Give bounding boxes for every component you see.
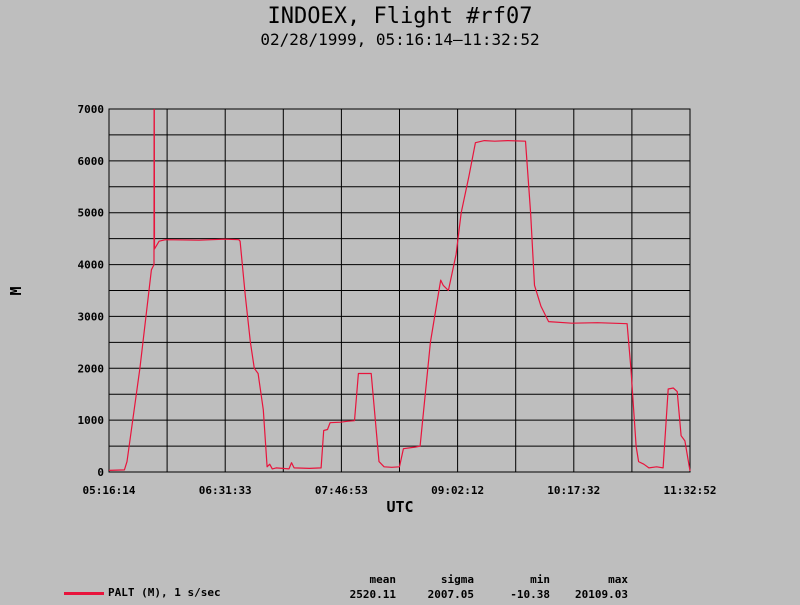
x-tick-label: 10:17:32 (547, 484, 600, 497)
y-tick-label: 6000 (78, 155, 105, 168)
stat-value-max: 20109.03 (575, 588, 628, 601)
y-axis-label: M (7, 286, 25, 296)
stat-header-max: max (608, 573, 628, 586)
y-tick-label: 5000 (78, 207, 105, 220)
legend-label: PALT (M), 1 s/sec (108, 586, 221, 599)
stat-header-min: min (530, 573, 550, 586)
y-tick-label: 3000 (78, 310, 105, 323)
stat-value-min: -10.38 (510, 588, 550, 601)
y-tick-label: 2000 (78, 362, 105, 375)
y-tick-label: 0 (97, 466, 104, 479)
stat-header-mean: mean (369, 573, 397, 586)
x-tick-label: 11:32:52 (664, 484, 717, 497)
x-tick-label: 09:02:12 (431, 484, 484, 497)
x-tick-label: 05:16:14 (83, 484, 136, 497)
chart-subtitle: 02/28/1999, 05:16:14–11:32:52 (260, 30, 540, 49)
y-tick-label: 7000 (78, 103, 105, 116)
x-tick-label: 06:31:33 (199, 484, 252, 497)
stat-header-sigma: sigma (440, 573, 474, 586)
y-tick-label: 4000 (78, 259, 105, 272)
x-axis-label: UTC (386, 498, 414, 516)
y-tick-label: 1000 (78, 414, 105, 427)
stat-value-sigma: 2007.05 (427, 588, 474, 601)
x-tick-label: 07:46:53 (315, 484, 368, 497)
legend-swatch (64, 592, 104, 595)
stat-value-mean: 2520.11 (349, 588, 396, 601)
series-line-palt (108, 108, 691, 472)
chart-title: INDOEX, Flight #rf07 (267, 4, 533, 29)
